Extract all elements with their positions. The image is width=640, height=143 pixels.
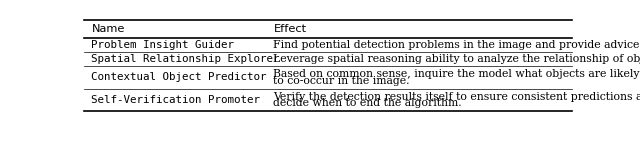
- Text: Leverage spatial reasoning ability to analyze the relationship of objects.: Leverage spatial reasoning ability to an…: [273, 54, 640, 64]
- Text: Spatial Relationship Explorer: Spatial Relationship Explorer: [92, 54, 280, 64]
- Text: Verify the detection results itself to ensure consistent predictions and: Verify the detection results itself to e…: [273, 92, 640, 102]
- Text: Find potential detection problems in the image and provide advice.: Find potential detection problems in the…: [273, 40, 640, 50]
- Text: to co-occur in the image.: to co-occur in the image.: [273, 76, 410, 86]
- Text: Effect: Effect: [273, 24, 307, 34]
- Text: Self-Verification Promoter: Self-Verification Promoter: [92, 95, 260, 105]
- Text: Based on common sense, inquire the model what objects are likely: Based on common sense, inquire the model…: [273, 69, 640, 79]
- Text: Problem Insight Guider: Problem Insight Guider: [92, 40, 234, 50]
- Text: Contextual Object Predictor: Contextual Object Predictor: [92, 73, 267, 83]
- Text: Name: Name: [92, 24, 125, 34]
- Text: decide when to end the algorithm.: decide when to end the algorithm.: [273, 98, 462, 108]
